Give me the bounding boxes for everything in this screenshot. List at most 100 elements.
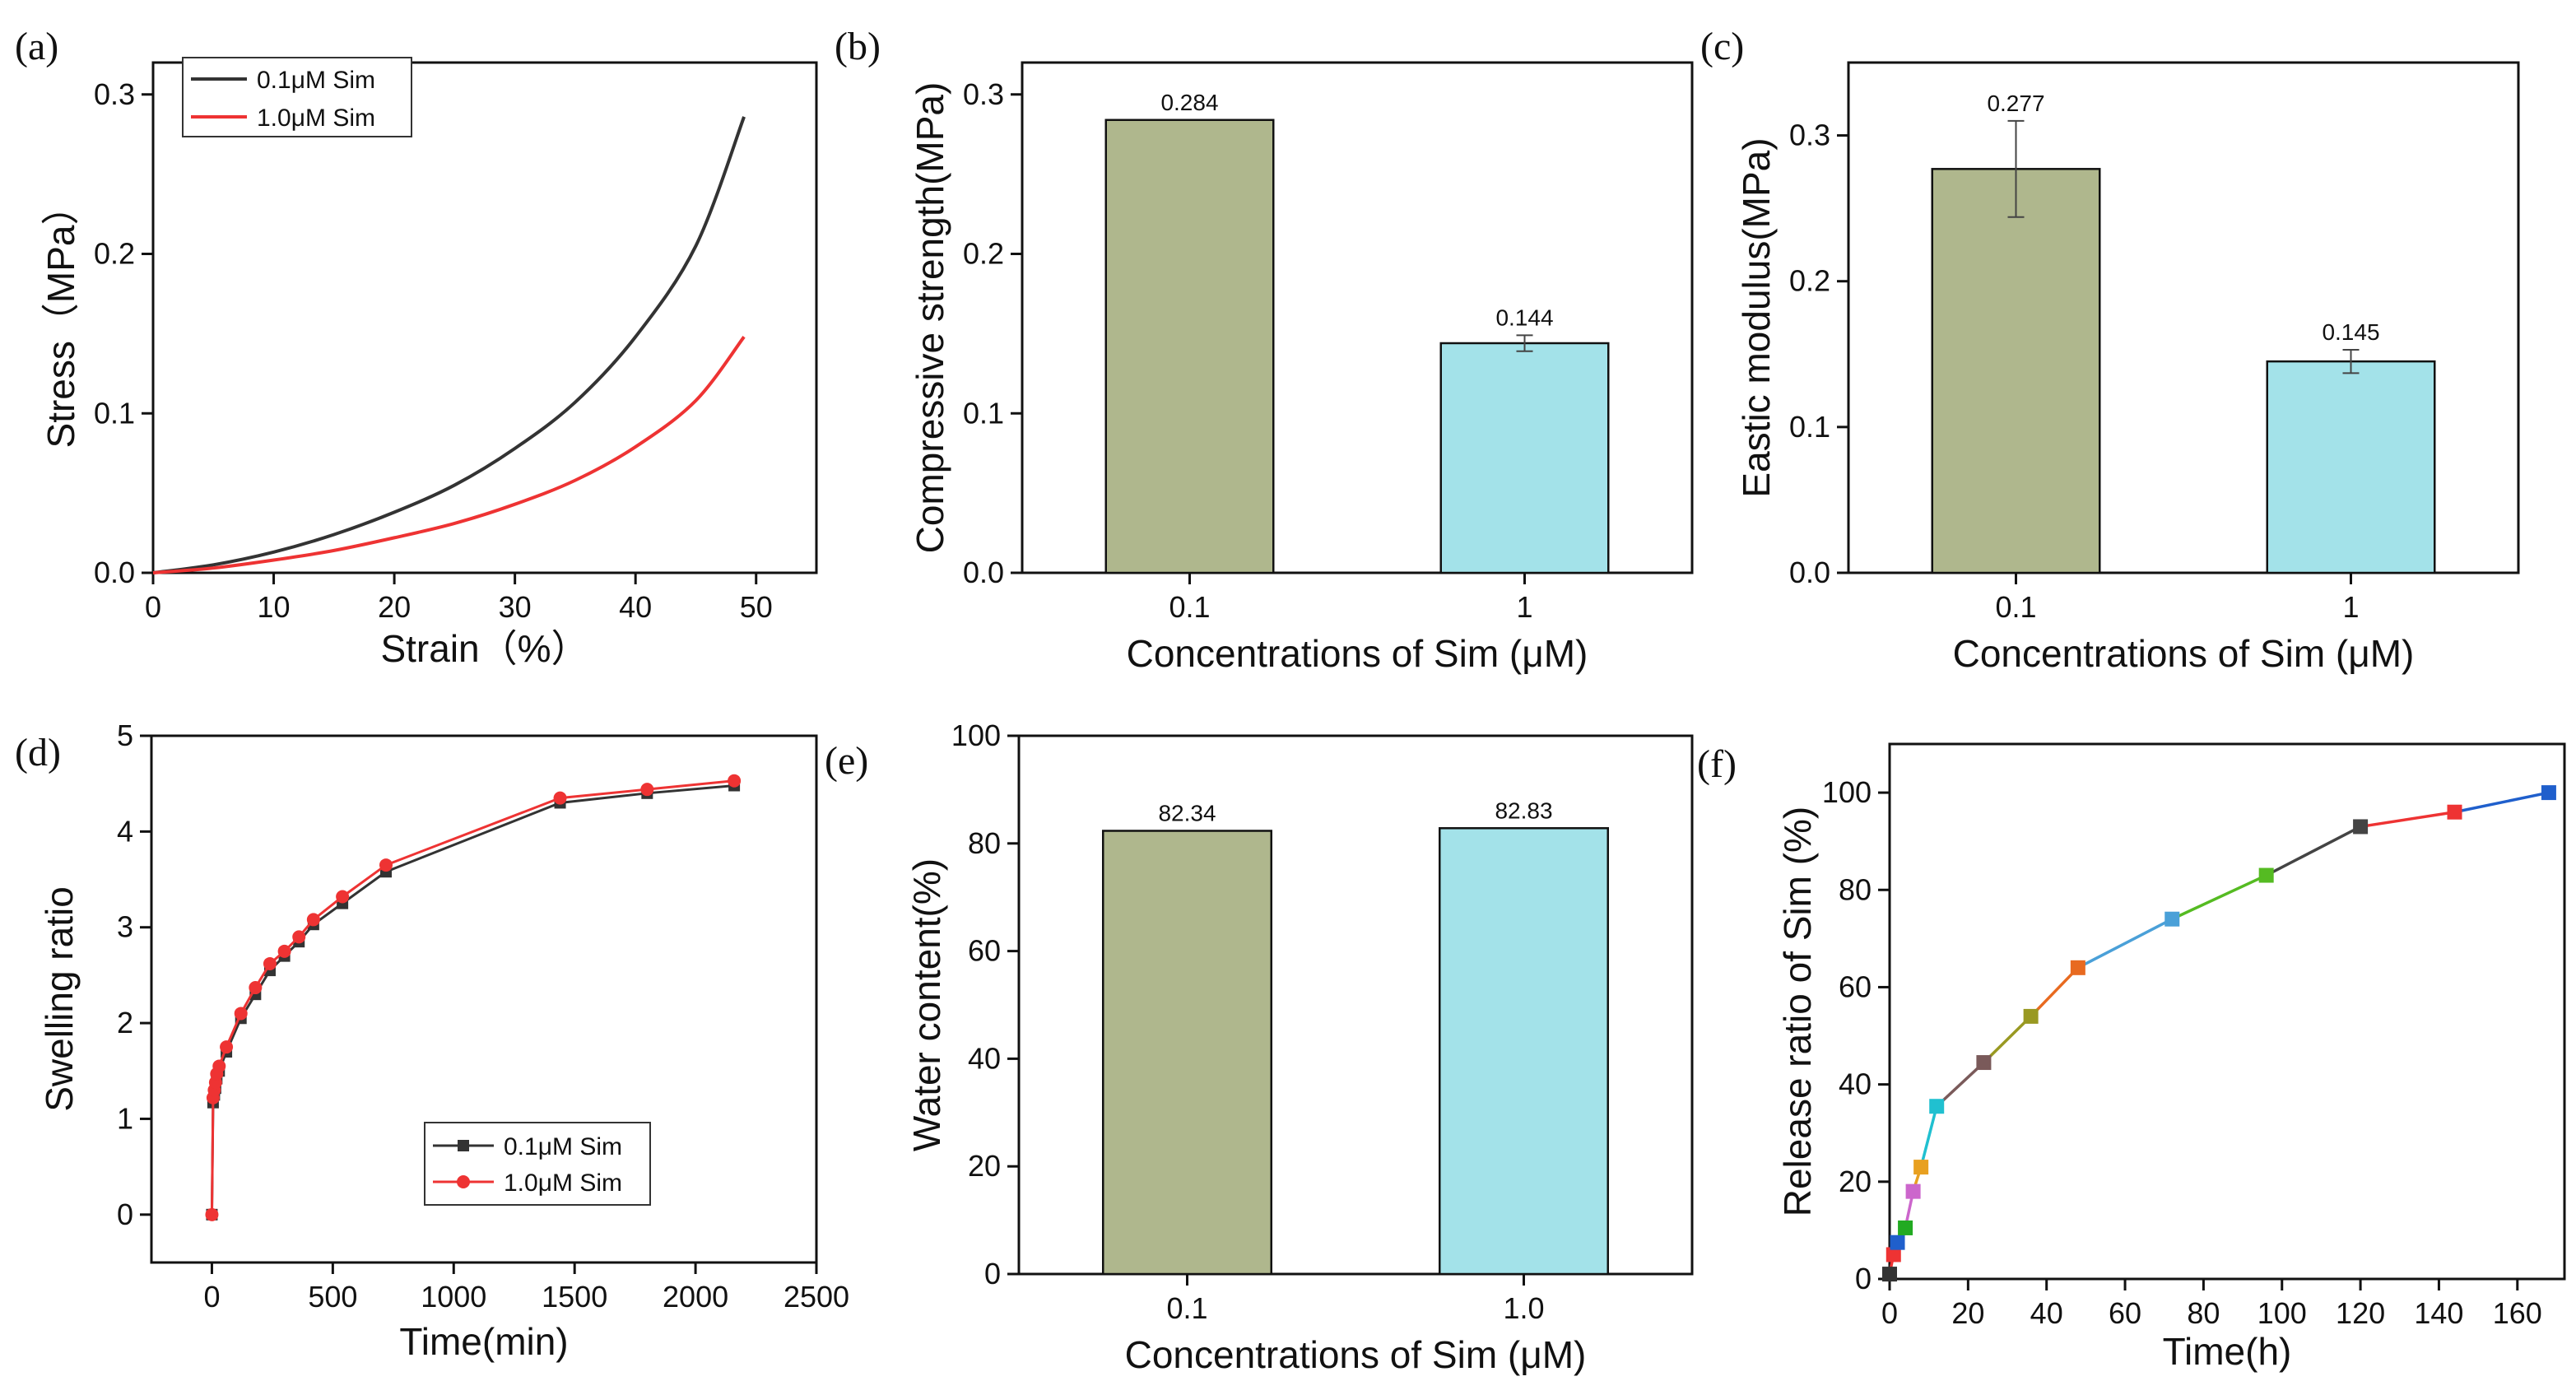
x-tick-label: 2500 — [783, 1280, 849, 1314]
y-axis-label: Release ratio of Sim (%) — [1776, 807, 1819, 1217]
data-point — [1929, 1099, 1945, 1114]
x-tick-label: 1 — [2342, 590, 2359, 624]
series-segment — [2360, 810, 2455, 829]
x-tick-label: 0 — [145, 590, 161, 624]
data-point — [220, 1040, 234, 1054]
panel-label: (a) — [15, 25, 58, 68]
data-label: 0.145 — [2322, 319, 2379, 345]
y-tick-label: 1 — [117, 1101, 133, 1135]
x-tick-label: 40 — [2030, 1296, 2063, 1330]
legend: 0.1μM Sim 1.0μM Sim — [182, 57, 412, 137]
bar — [1931, 168, 2101, 574]
x-axis-label: Time(min) — [399, 1320, 568, 1363]
y-tick-label: 2 — [117, 1006, 133, 1039]
x-axis-label: Concentrations of Sim (μM) — [1127, 632, 1588, 675]
bar — [1439, 827, 1609, 1276]
data-point — [1905, 1183, 1921, 1199]
data-point — [2353, 819, 2369, 835]
y-tick-label: 0.0 — [1789, 556, 1830, 589]
series-segment — [1983, 1015, 2032, 1064]
x-tick-label: 1.0 — [1503, 1291, 1544, 1325]
x-tick-label: 30 — [499, 590, 532, 624]
data-point — [1882, 1267, 1897, 1282]
y-tick-label: 0 — [1855, 1262, 1872, 1295]
bar — [1104, 119, 1275, 574]
y-tick-label: 0.1 — [94, 396, 135, 430]
x-axis-label: Time(h) — [2163, 1330, 2292, 1373]
y-tick-label: 60 — [1839, 970, 1872, 1003]
x-axis-label: Concentrations of Sim (μM) — [1125, 1333, 1587, 1376]
y-tick-label: 0.1 — [963, 396, 1004, 430]
x-tick-label: 50 — [740, 590, 773, 624]
data-point — [336, 890, 350, 904]
x-axis-label: Strain（%） — [380, 627, 588, 670]
x-tick-label: 0.1 — [1166, 1291, 1207, 1325]
x-tick-label: 20 — [1951, 1296, 1984, 1330]
data-point — [234, 1007, 248, 1021]
data-point — [292, 930, 306, 944]
y-axis-label: Water content(%) — [905, 858, 948, 1151]
y-tick-label: 3 — [117, 910, 133, 944]
y-axis-label: Eastic modulus(MPa) — [1735, 137, 1778, 497]
x-tick-label: 20 — [378, 590, 411, 624]
x-tick-label: 80 — [2187, 1296, 2220, 1330]
data-label: 0.277 — [1987, 91, 2044, 116]
y-tick-label: 40 — [1839, 1067, 1872, 1101]
data-label: 0.284 — [1160, 90, 1218, 115]
panel-label: (e) — [825, 739, 868, 783]
x-tick-label: 0.1 — [1995, 590, 2036, 624]
panel-f: (f) 0 20 40 60 80 100 0 20 40 60 80 100 120 140 160 Time… — [1697, 742, 2566, 1373]
y-tick-label: 0.3 — [1789, 119, 1830, 152]
series-segment — [1919, 1105, 1938, 1168]
x-tick-label: 100 — [2257, 1296, 2307, 1330]
x-tick-label: 60 — [2109, 1296, 2141, 1330]
bar — [1102, 830, 1272, 1276]
data-point — [2164, 911, 2180, 927]
data-point — [1890, 1235, 1905, 1250]
panel-b: (b) 0.0 0.1 0.2 0.3 0.1 0.284 1 0.144 Concentrati… — [835, 25, 1694, 675]
panel-c: (c) 0.0 0.1 0.2 0.3 0.1 0.277 1 0.145 Concentrati… — [1700, 25, 2520, 675]
series-segment — [2454, 791, 2550, 814]
bar — [2266, 360, 2436, 574]
x-tick-label: 160 — [2493, 1296, 2542, 1330]
x-tick-label: 2000 — [663, 1280, 728, 1314]
series-line-2 — [152, 336, 746, 574]
data-point — [1913, 1160, 1929, 1175]
data-point — [277, 944, 291, 958]
x-tick-label: 1000 — [421, 1280, 486, 1314]
y-tick-label: 20 — [1839, 1165, 1872, 1198]
data-point — [1976, 1055, 1992, 1071]
legend: 0.1μM Sim 1.0μM Sim — [424, 1122, 651, 1206]
series-segment — [2265, 825, 2361, 877]
y-tick-label: 0 — [984, 1257, 1001, 1290]
x-tick-label: 1 — [1516, 590, 1532, 624]
data-label: 82.83 — [1495, 797, 1552, 823]
data-point — [212, 1059, 226, 1073]
panel-d: (d) 0 1 2 3 4 5 0 500 1000 1500 2000 2500 Time(min) Sw… — [15, 718, 849, 1363]
axes-frame — [1847, 61, 2520, 574]
y-tick-label: 80 — [968, 826, 1001, 860]
y-tick-label: 0.2 — [963, 237, 1004, 271]
y-axis-label: Swelling ratio — [38, 886, 81, 1112]
y-tick-label: 100 — [951, 718, 1001, 752]
panel-e: (e) 0 20 40 60 80 100 0.1 82.34 1.0 82.83 Concentra… — [825, 718, 1694, 1376]
axes-frame — [1017, 734, 1694, 1276]
y-tick-label: 0.3 — [94, 77, 135, 111]
data-point — [205, 1207, 219, 1221]
y-tick-label: 60 — [968, 934, 1001, 968]
data-point — [306, 913, 320, 927]
data-point — [2258, 867, 2274, 883]
data-point — [249, 981, 263, 995]
y-axis-label: Compressive strength(MPa) — [909, 82, 951, 554]
x-axis-label: Concentrations of Sim (μM) — [1953, 632, 2415, 675]
panel-label: (d) — [15, 731, 61, 774]
legend-label: 0.1μM Sim — [504, 1133, 622, 1160]
legend-box — [424, 1122, 651, 1206]
data-label: 82.34 — [1158, 800, 1216, 825]
y-tick-label: 4 — [117, 814, 133, 848]
data-point — [1898, 1220, 1913, 1235]
data-point — [640, 783, 654, 797]
bar — [1439, 342, 1610, 574]
x-tick-label: 500 — [308, 1280, 357, 1314]
